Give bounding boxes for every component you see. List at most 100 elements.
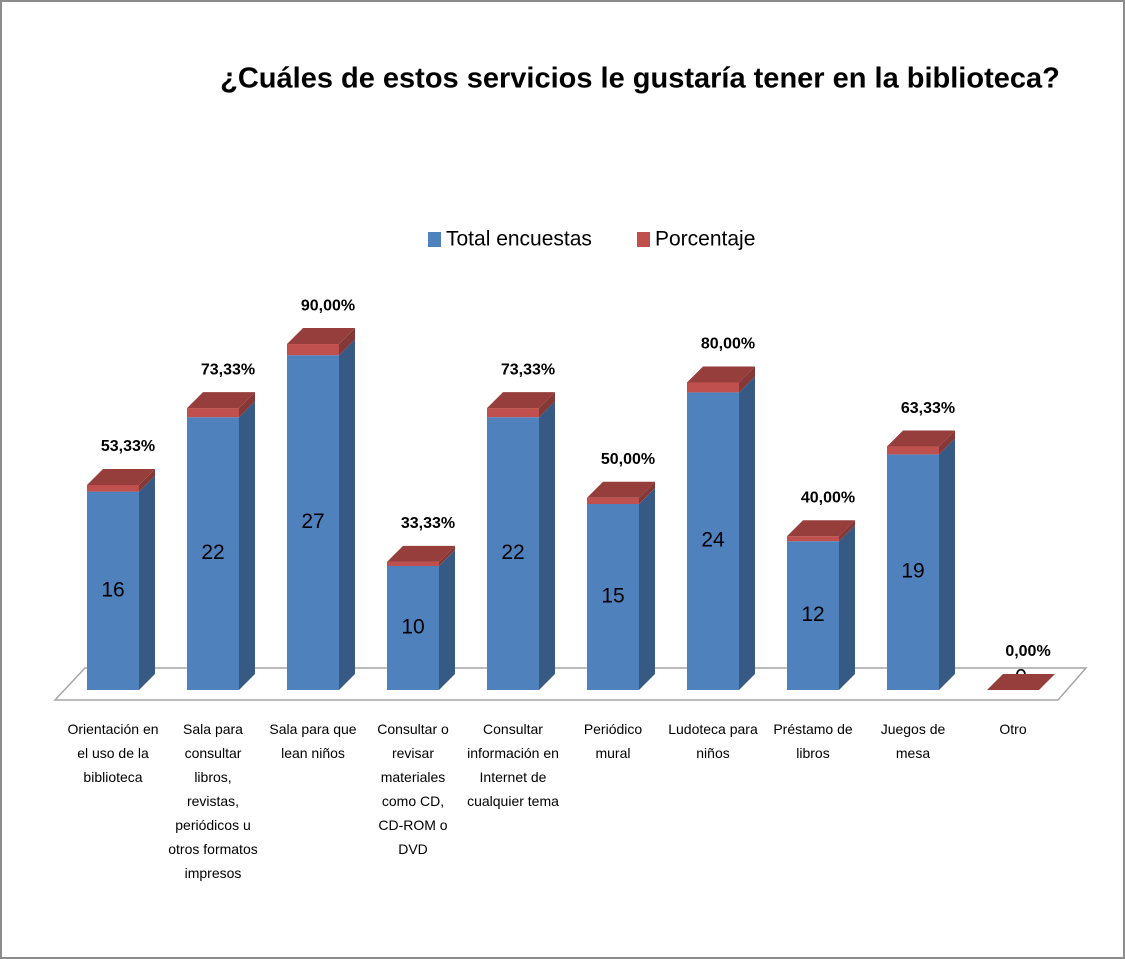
x-tick-line: Periódico xyxy=(584,721,643,737)
bar-side xyxy=(439,550,455,690)
value-label: 73,33% xyxy=(501,361,555,378)
x-tick-line: Consultar o xyxy=(377,721,449,737)
legend-swatch xyxy=(637,232,650,247)
bar-side xyxy=(239,401,255,690)
value-label: 90,00% xyxy=(301,297,355,314)
bar xyxy=(587,504,639,690)
bar xyxy=(387,561,439,566)
x-tick-label: Ludoteca para niños xyxy=(668,721,758,761)
value-label: 27 xyxy=(301,510,324,533)
bar xyxy=(687,382,739,393)
bar xyxy=(487,417,539,690)
bar xyxy=(887,454,939,690)
x-tick-label: Otro xyxy=(999,721,1026,737)
value-label: 0,00% xyxy=(1005,643,1050,660)
bar-side xyxy=(739,376,755,690)
x-tick-line: CD-ROM o xyxy=(378,817,447,833)
bar xyxy=(187,408,239,418)
value-label: 80,00% xyxy=(701,336,755,353)
x-tick-line: periódicos u xyxy=(175,817,251,833)
bar-side xyxy=(139,475,155,690)
bar xyxy=(287,355,339,690)
bar xyxy=(587,497,639,504)
bar xyxy=(687,392,739,690)
x-tick-label: Juegos de mesa xyxy=(881,721,946,761)
bar xyxy=(87,491,139,690)
x-tick-line: materiales xyxy=(381,769,446,785)
x-tick-line: libros xyxy=(796,745,829,761)
x-tick-line: lean niños xyxy=(281,745,345,761)
value-label: 19 xyxy=(901,560,924,583)
x-tick-line: impresos xyxy=(185,865,242,881)
value-label: 10 xyxy=(401,616,424,639)
value-label: 22 xyxy=(201,541,224,564)
value-label: 73,33% xyxy=(201,361,255,378)
bar-side xyxy=(239,392,255,418)
x-tick-label: Periódico mural xyxy=(584,721,643,761)
value-label: 15 xyxy=(601,585,624,608)
legend-label: Total encuestas xyxy=(446,228,592,251)
x-tick-line: Orientación en xyxy=(67,721,158,737)
x-tick-label: Consultar o revisar materiales como CD, CD-R… xyxy=(377,721,449,857)
bar-side xyxy=(739,366,755,393)
x-tick-line: Préstamo de xyxy=(773,721,853,737)
bar-side xyxy=(539,392,555,418)
value-label: 22 xyxy=(501,541,524,564)
x-tick-label: Orientación en el uso de la biblioteca xyxy=(67,721,158,785)
x-tick-line: mesa xyxy=(896,745,930,761)
x-tick-line: Ludoteca para xyxy=(668,721,758,737)
bar-side xyxy=(839,520,855,542)
bar xyxy=(787,541,839,690)
value-label: 40,00% xyxy=(801,489,855,506)
value-label: 50,00% xyxy=(601,451,655,468)
chart-title: ¿Cuáles de estos servicios le gustaría t… xyxy=(220,63,1060,95)
value-label: 24 xyxy=(701,529,725,552)
bar-side xyxy=(939,430,955,455)
bar xyxy=(487,408,539,418)
x-tick-line: revistas, xyxy=(187,793,239,809)
x-tick-line: cualquier tema xyxy=(467,793,559,809)
bar xyxy=(87,484,139,492)
x-tick-line: Sala para xyxy=(183,721,243,737)
x-tick-line: revisar xyxy=(392,745,434,761)
x-tick-line: Internet de xyxy=(480,769,547,785)
bar-top xyxy=(187,392,255,409)
x-tick-line: Consultar xyxy=(483,721,543,737)
x-tick-line: consultar xyxy=(185,745,242,761)
bar-side xyxy=(539,401,555,690)
bar-side xyxy=(839,525,855,690)
bar-side xyxy=(939,438,955,690)
x-tick-label: Préstamo de libros xyxy=(773,721,853,761)
bar-side xyxy=(439,545,455,566)
bar xyxy=(887,446,939,455)
x-tick-line: otros formatos xyxy=(168,841,257,857)
x-tick-line: Juegos de xyxy=(881,721,946,737)
bar xyxy=(287,344,339,356)
bar xyxy=(787,536,839,542)
legend-swatch xyxy=(428,232,441,247)
value-label: 12 xyxy=(801,603,824,626)
bar-top xyxy=(87,468,155,485)
x-tick-line: niños xyxy=(696,745,729,761)
bar-top xyxy=(987,674,1055,690)
x-tick-line: DVD xyxy=(398,841,428,857)
x-tick-line: información en xyxy=(467,745,559,761)
bar-side xyxy=(339,339,355,690)
bar-top xyxy=(887,430,955,447)
bar-side xyxy=(639,481,655,504)
x-tick-label: Consultar información en Internet de cualqu… xyxy=(467,721,559,809)
bar-side xyxy=(339,328,355,356)
bar-top xyxy=(287,328,355,345)
legend-label: Porcentaje xyxy=(655,228,755,251)
bar xyxy=(387,566,439,690)
bar-side xyxy=(139,468,155,492)
x-tick-line: como CD, xyxy=(382,793,444,809)
x-tick-label: Sala para que lean niños xyxy=(269,721,356,761)
x-tick-line: mural xyxy=(595,745,630,761)
value-label: 63,33% xyxy=(901,400,955,417)
bar xyxy=(187,417,239,690)
bar-top xyxy=(387,545,455,562)
bar-side xyxy=(639,488,655,690)
